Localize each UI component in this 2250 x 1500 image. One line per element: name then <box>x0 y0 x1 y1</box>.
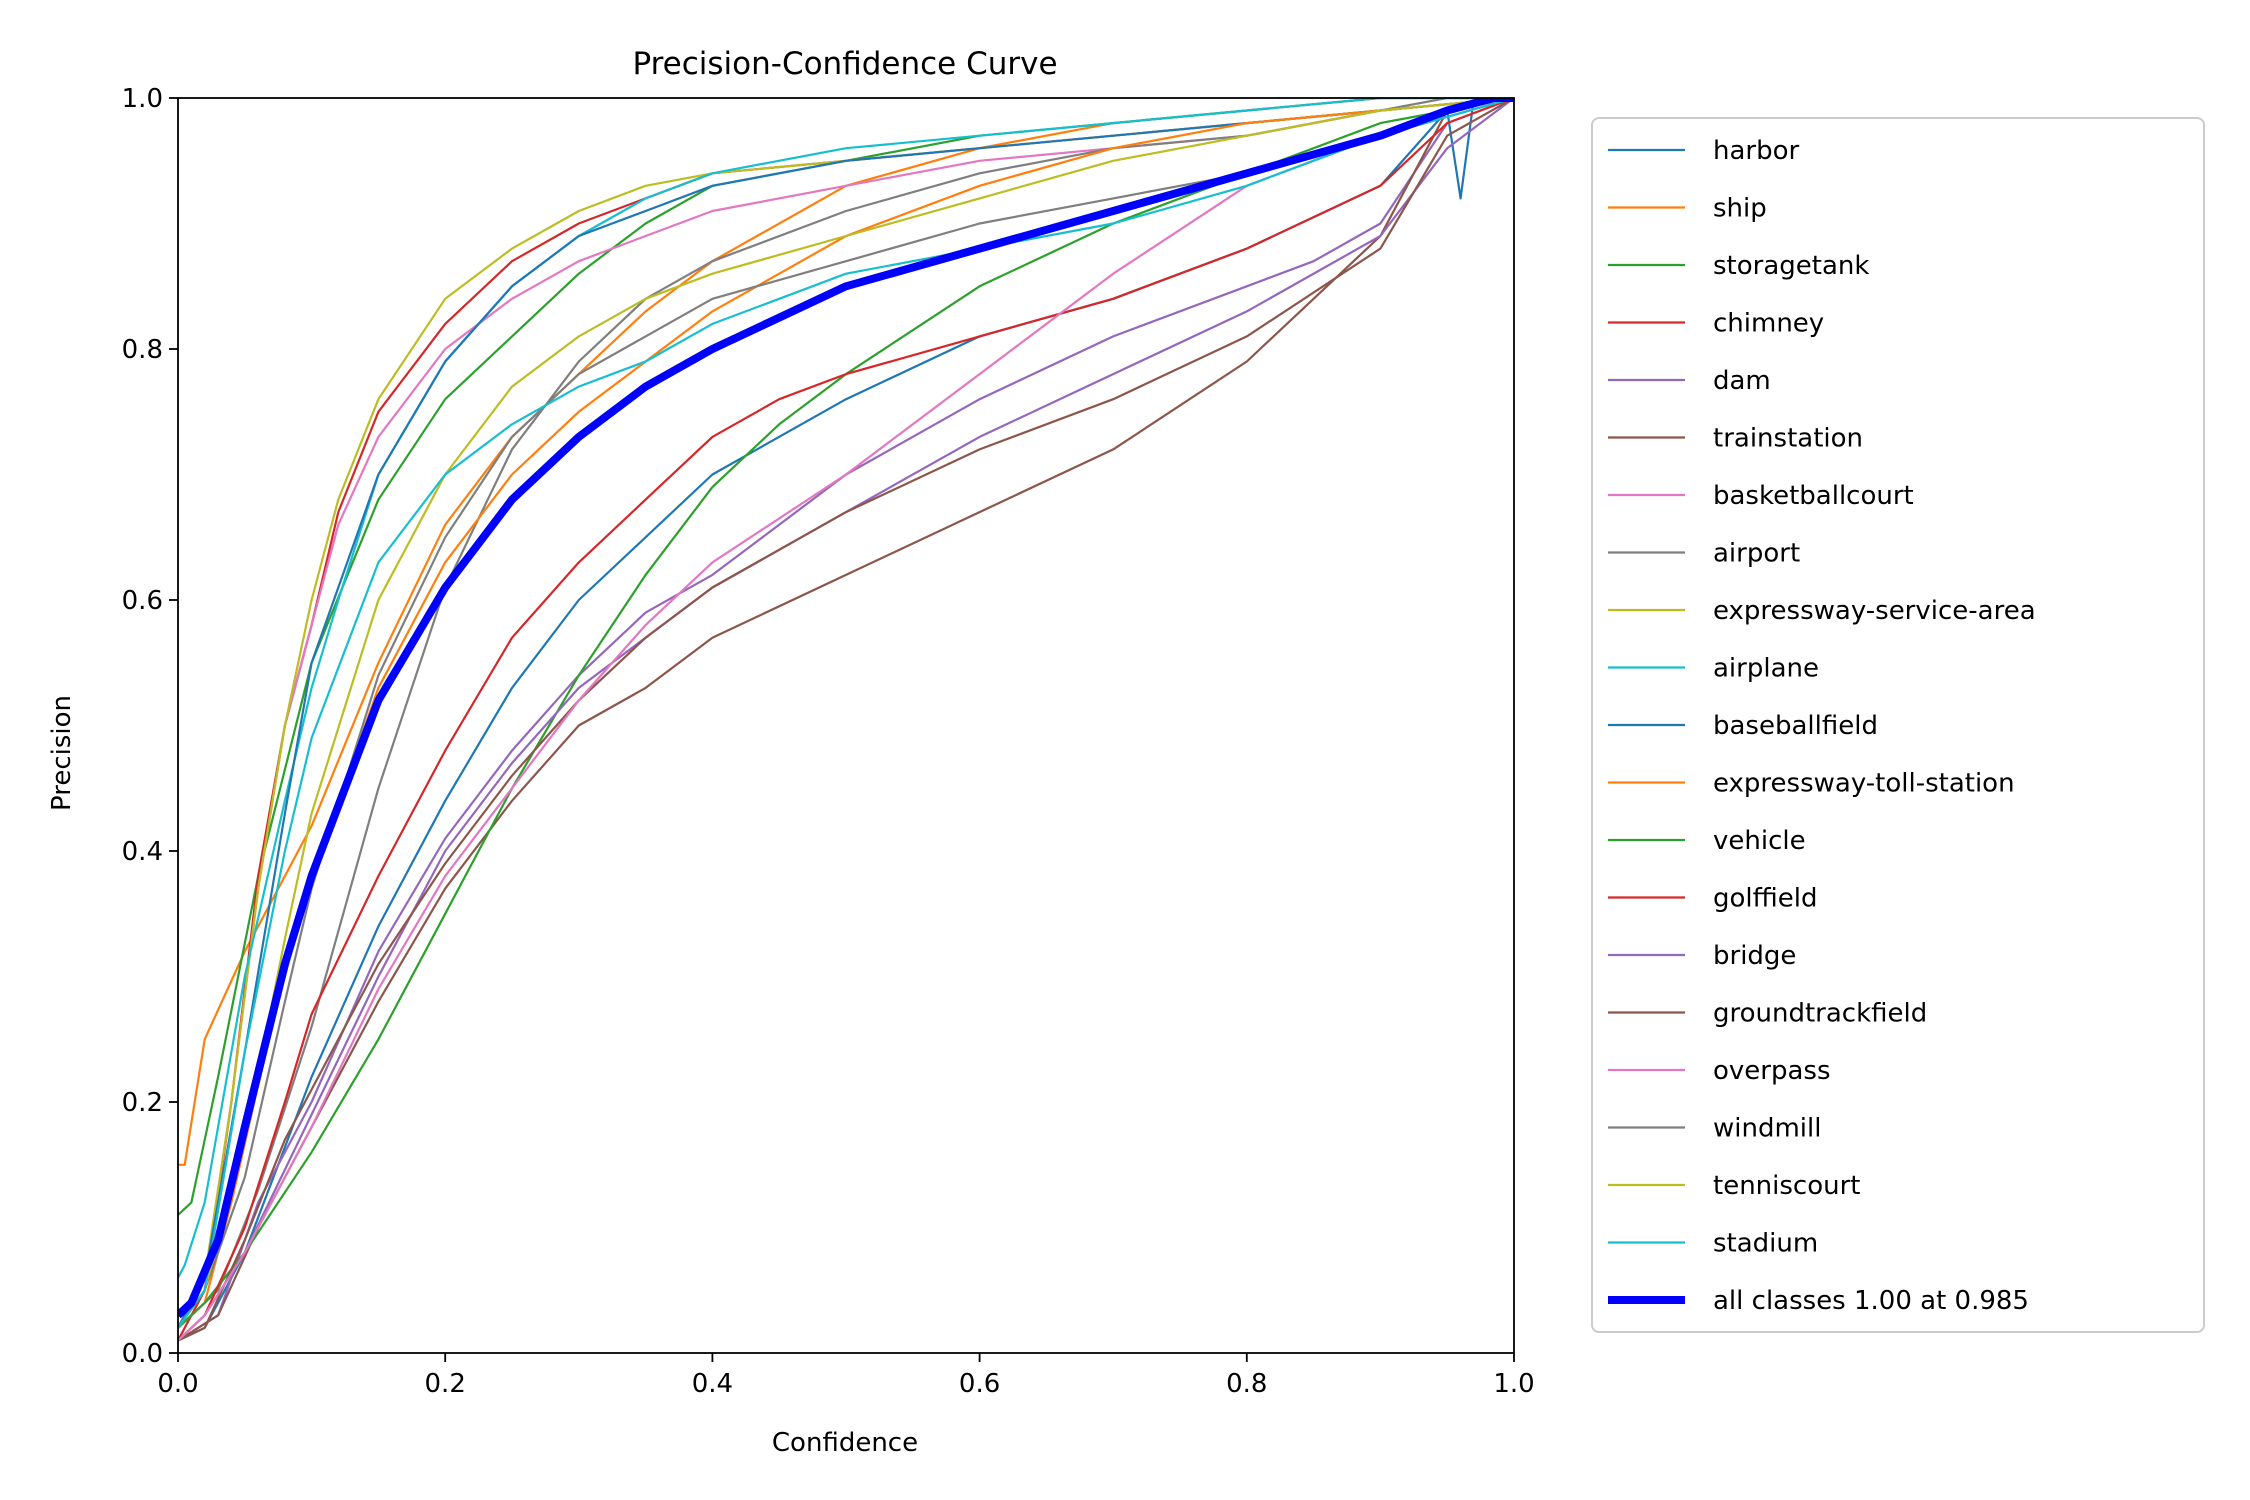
x-tick-label: 0.6 <box>959 1369 1000 1399</box>
legend: harbor ship storagetank chimney dam trainstat… <box>1591 117 2205 1333</box>
y-tick-label: 0.0 <box>122 1339 163 1369</box>
legend-label: all classes 1.00 at 0.985 <box>1713 1286 2029 1316</box>
series-line-stadium <box>178 98 1514 1329</box>
legend-label: trainstation <box>1713 424 1863 454</box>
legend-label: stadium <box>1713 1229 1818 1259</box>
legend-label: tenniscourt <box>1713 1171 1860 1201</box>
legend-label: expressway-service-area <box>1713 596 2036 626</box>
axis-ticks: 0.0 0.2 0.4 0.6 0.8 1.0 0.0 0.2 0.4 0.6 0.8 1.0 <box>122 84 1535 1399</box>
legend-label: harbor <box>1713 136 1800 166</box>
y-tick-label: 0.6 <box>122 586 163 616</box>
legend-label: ship <box>1713 194 1767 224</box>
legend-label: dam <box>1713 366 1771 396</box>
legend-label: windmill <box>1713 1114 1821 1144</box>
x-tick-label: 0.2 <box>425 1369 466 1399</box>
series-layer <box>178 98 1514 1342</box>
legend-label: airport <box>1713 539 1800 569</box>
x-axis-label: Confidence <box>772 1428 918 1458</box>
x-tick-label: 0.0 <box>157 1369 198 1399</box>
y-tick-label: 0.4 <box>122 837 163 867</box>
series-line-golffield <box>178 98 1514 1342</box>
series-line-baseballfield <box>178 98 1514 1329</box>
legend-box <box>1591 117 2205 1333</box>
x-tick-label: 1.0 <box>1493 1369 1534 1399</box>
legend-label: vehicle <box>1713 826 1806 856</box>
legend-label: overpass <box>1713 1056 1831 1086</box>
legend-label: expressway-toll-station <box>1713 769 2015 799</box>
series-line-windmill <box>178 98 1514 1329</box>
y-tick-label: 0.8 <box>122 335 163 365</box>
chart-title: Precision-Confidence Curve <box>632 46 1057 82</box>
x-tick-label: 0.4 <box>692 1369 733 1399</box>
legend-label: groundtrackfield <box>1713 999 1927 1029</box>
legend-label: airplane <box>1713 654 1819 684</box>
legend-label: basketballcourt <box>1713 481 1914 511</box>
legend-label: storagetank <box>1713 251 1869 281</box>
series-line-vehicle <box>178 98 1514 1329</box>
y-tick-label: 0.2 <box>122 1088 163 1118</box>
legend-label: golffield <box>1713 884 1818 914</box>
plot-frame <box>177 97 1515 1354</box>
series-line-harbor <box>178 98 1514 1342</box>
legend-label: chimney <box>1713 309 1824 339</box>
y-tick-label: 1.0 <box>122 84 163 114</box>
legend-label: bridge <box>1713 941 1796 971</box>
y-axis-label: Precision <box>47 695 77 811</box>
series-line-groundtrackfield <box>178 98 1514 1342</box>
legend-label: baseballfield <box>1713 711 1878 741</box>
series-line-all-classes-1-00-at-0-985 <box>178 98 1514 1319</box>
x-tick-label: 0.8 <box>1226 1369 1267 1399</box>
